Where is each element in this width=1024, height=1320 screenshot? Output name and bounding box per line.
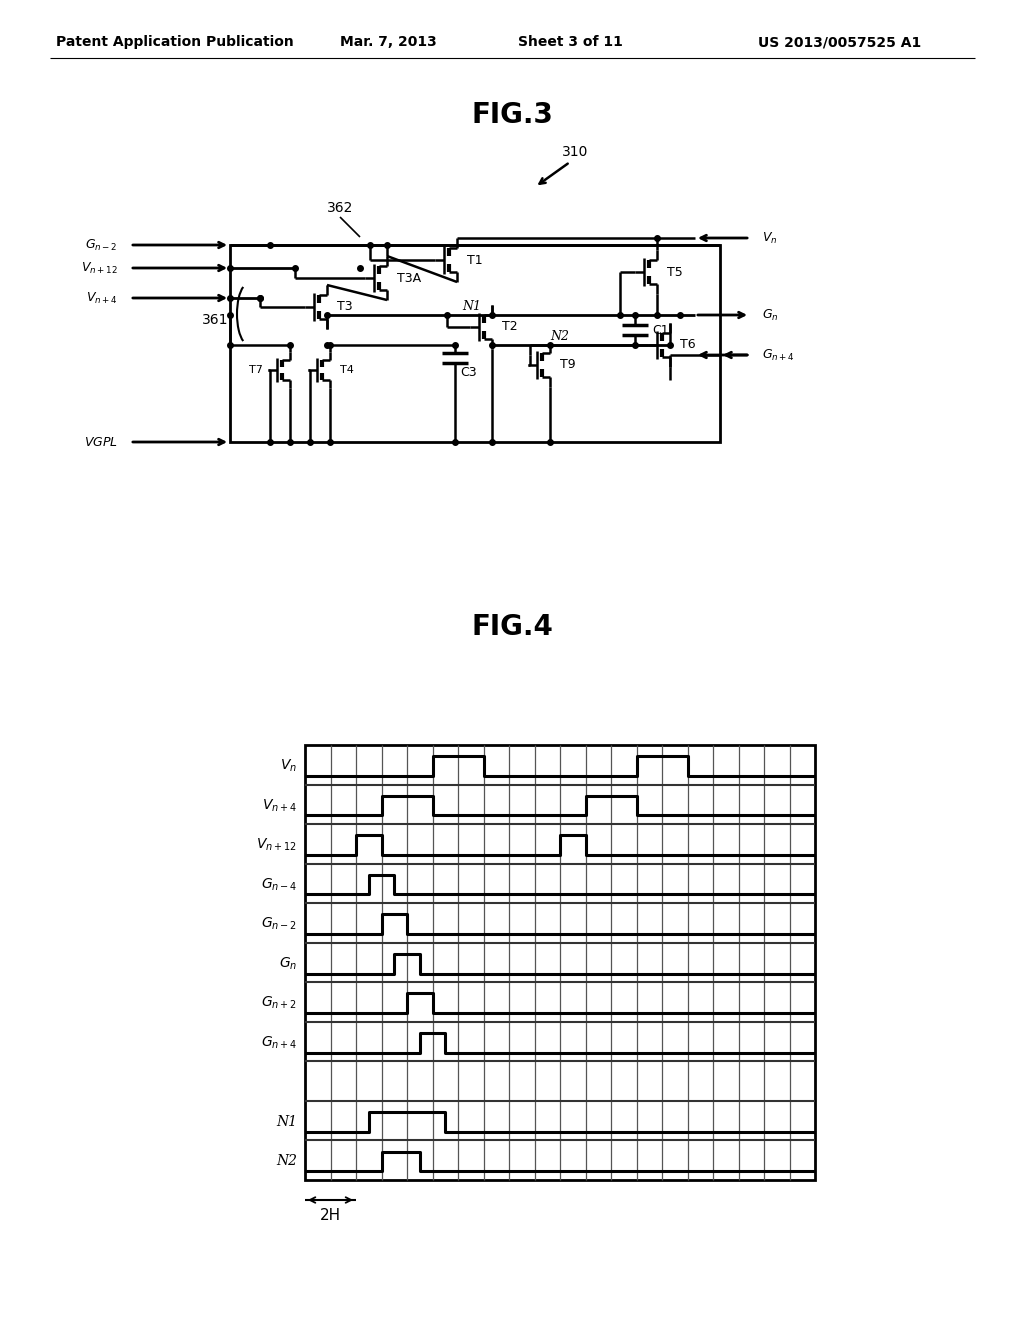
- Text: T3A: T3A: [397, 272, 421, 285]
- Text: Patent Application Publication: Patent Application Publication: [56, 36, 294, 49]
- Text: T7: T7: [249, 366, 263, 375]
- Text: $G_{n-4}$: $G_{n-4}$: [260, 876, 297, 892]
- Text: $G_n$: $G_n$: [762, 308, 778, 322]
- Text: FIG.4: FIG.4: [471, 612, 553, 642]
- Text: C3: C3: [460, 367, 476, 380]
- Text: T9: T9: [560, 359, 575, 371]
- Text: 2H: 2H: [319, 1208, 341, 1222]
- Text: $G_{n+4}$: $G_{n+4}$: [762, 347, 795, 363]
- Text: $V_{n+4}$: $V_{n+4}$: [86, 290, 118, 305]
- Text: T3: T3: [337, 301, 352, 314]
- Text: T1: T1: [467, 253, 482, 267]
- Bar: [305, 744, 815, 1180]
- Text: $V_{n+12}$: $V_{n+12}$: [81, 260, 118, 276]
- Text: $V_{n+12}$: $V_{n+12}$: [256, 837, 297, 853]
- Text: T5: T5: [667, 265, 683, 279]
- Text: $G_{n-2}$: $G_{n-2}$: [261, 916, 297, 932]
- Text: $G_n$: $G_n$: [279, 956, 297, 972]
- Text: T4: T4: [340, 366, 354, 375]
- Text: FIG.3: FIG.3: [471, 102, 553, 129]
- Text: T6: T6: [680, 338, 695, 351]
- Text: N1: N1: [276, 1115, 297, 1129]
- Text: $V_{n+4}$: $V_{n+4}$: [262, 797, 297, 813]
- Text: C1: C1: [652, 323, 669, 337]
- Text: Sheet 3 of 11: Sheet 3 of 11: [517, 36, 623, 49]
- Text: 362: 362: [327, 201, 353, 215]
- Text: $G_{n+2}$: $G_{n+2}$: [261, 995, 297, 1011]
- Text: US 2013/0057525 A1: US 2013/0057525 A1: [759, 36, 922, 49]
- Text: $G_{n-2}$: $G_{n-2}$: [85, 238, 118, 252]
- Text: N2: N2: [276, 1155, 297, 1168]
- Bar: [230, 246, 720, 442]
- Text: Mar. 7, 2013: Mar. 7, 2013: [340, 36, 436, 49]
- Text: $VGPL$: $VGPL$: [84, 436, 118, 449]
- Text: 361: 361: [202, 313, 228, 327]
- Text: $G_{n+4}$: $G_{n+4}$: [260, 1035, 297, 1051]
- Text: $V_n$: $V_n$: [762, 231, 777, 246]
- Text: N2: N2: [551, 330, 569, 343]
- Text: $V_n$: $V_n$: [280, 758, 297, 774]
- Text: N1: N1: [463, 301, 481, 314]
- Text: 310: 310: [562, 145, 588, 158]
- Text: T2: T2: [502, 321, 517, 334]
